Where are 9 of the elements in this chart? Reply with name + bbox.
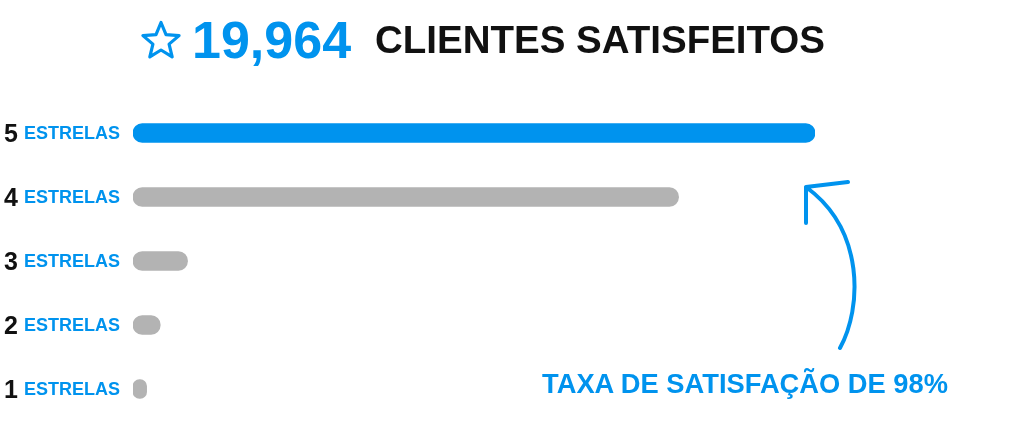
y-tick-label: 4 ESTRELAS bbox=[4, 182, 121, 211]
y-tick-label: 2 ESTRELAS bbox=[4, 310, 121, 339]
bar bbox=[133, 123, 815, 143]
y-tick-label: 1 ESTRELAS bbox=[4, 374, 121, 403]
bar bbox=[133, 187, 679, 207]
chart-title: 19,964 CLIENTES SATISFEITOS bbox=[192, 11, 825, 69]
y-tick-label: 5 ESTRELAS bbox=[4, 118, 121, 147]
annotation: TAXA DE SATISFAÇÃO DE 98% bbox=[542, 368, 948, 399]
y-tick-label: 3 ESTRELAS bbox=[4, 246, 121, 275]
